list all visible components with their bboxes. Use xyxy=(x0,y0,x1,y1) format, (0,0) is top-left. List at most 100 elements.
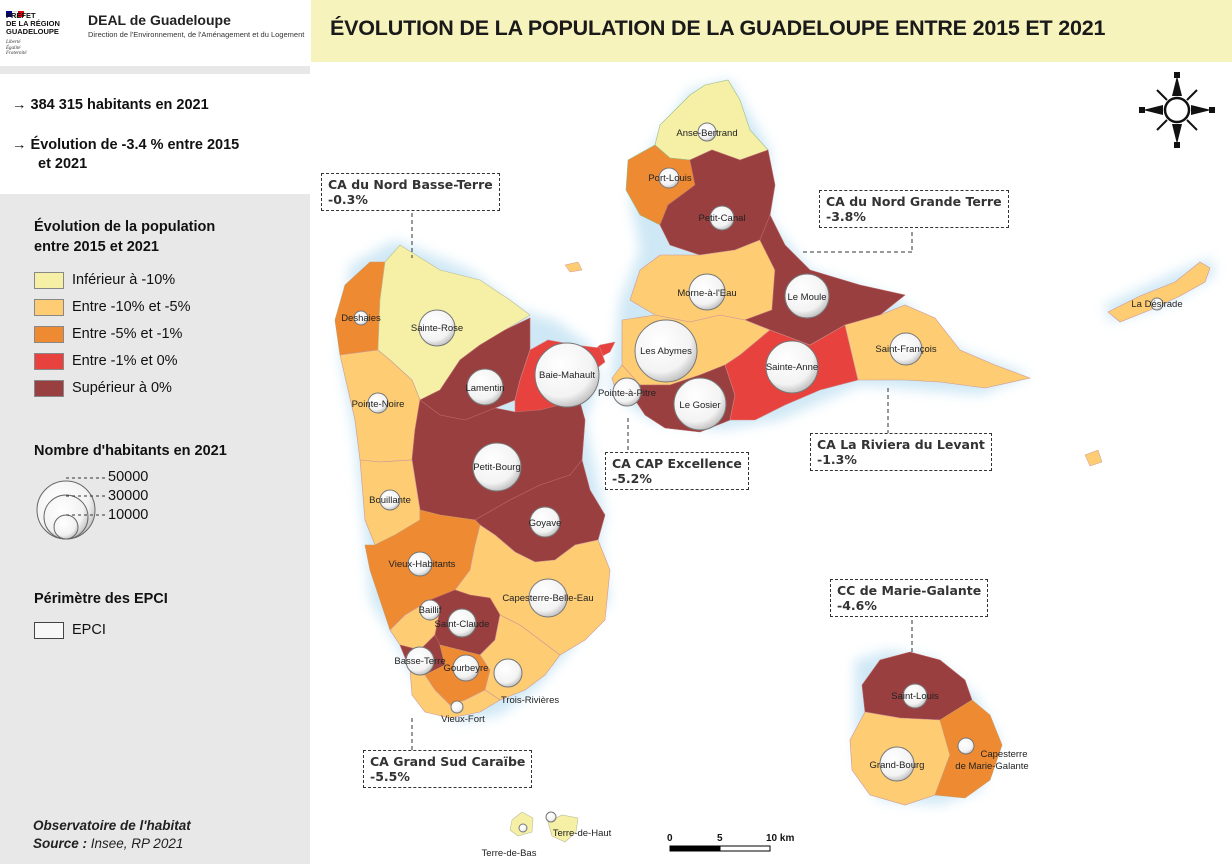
source-value: Insee, RP 2021 xyxy=(90,836,184,851)
bubble xyxy=(407,551,433,577)
devise-line: Égalité xyxy=(6,45,21,51)
label-baie-mahault: Baie-Mahault xyxy=(539,370,595,381)
epci-name: CC de Marie-Galante xyxy=(837,583,982,598)
legend-swatch-1-0 xyxy=(34,353,64,370)
prefet-line: DE LA RÉGION xyxy=(6,19,60,28)
label-morne-a-l-eau: Morne-à-l'Eau xyxy=(677,288,736,299)
epci-value: -5.2% xyxy=(612,471,652,486)
prefet-line: PRÉFET xyxy=(6,11,36,20)
scale-label-5: 5 xyxy=(717,833,723,844)
bubble xyxy=(612,377,642,407)
label-petit-bourg: Petit-Bourg xyxy=(473,462,521,473)
label-trois-rivieres: Trois-Rivières xyxy=(501,695,559,706)
bubble xyxy=(405,646,435,676)
label-sainte-rose: Sainte-Rose xyxy=(411,323,463,334)
evolution-stat: → Évolution de -3.4 % entre 2015 et 2021 xyxy=(12,136,272,174)
bubble xyxy=(534,342,600,408)
legend-label-inf-10: Inférieur à -10% xyxy=(72,272,176,288)
label-terre-de-haut: Terre-de-Haut xyxy=(553,828,612,839)
bubble xyxy=(697,122,717,142)
scale-label-0: 0 xyxy=(667,833,673,844)
label-lamentin: Lamentin xyxy=(465,383,504,394)
label-grand-bourg: Grand-Bourg xyxy=(870,760,925,771)
bubble xyxy=(452,654,480,682)
legend-swatch-epci xyxy=(34,622,64,639)
epci-leader-lines xyxy=(411,213,913,750)
legend-label-epci: EPCI xyxy=(72,622,106,638)
epci-box-cap-excellence: CA CAP Excellence -5.2% xyxy=(605,452,749,490)
bubble xyxy=(447,608,477,638)
bubble xyxy=(688,273,726,311)
epci-box-marie-galante: CC de Marie-Galante -4.6% xyxy=(830,579,989,617)
bubble xyxy=(466,368,504,406)
evolution-stat-line1: → Évolution de -3.4 % entre 2015 xyxy=(12,137,240,153)
legend-epci-title: Périmètre des EPCI xyxy=(34,591,168,607)
marianne-flag-icon xyxy=(6,4,24,17)
devise-line: Fraternité xyxy=(6,51,27,56)
devise-text: Liberté Égalité Fraternité xyxy=(6,40,27,57)
bubble xyxy=(450,700,464,714)
bubble xyxy=(472,442,522,492)
bubble xyxy=(545,811,557,823)
commune-deshaies xyxy=(334,261,386,356)
label-deshaies: Deshaies xyxy=(341,313,381,324)
prefet-line: GUADELOUPE xyxy=(6,27,59,36)
bubble xyxy=(353,310,369,326)
epci-name: CA La Riviera du Levant xyxy=(817,437,985,452)
label-pointe-noire: Pointe-Noire xyxy=(352,399,405,410)
label-anse-bertrand: Anse-Bertrand xyxy=(676,128,737,139)
commune-labels: Anse-Bertrand Port-Louis Petit-Canal Mor… xyxy=(341,128,1182,859)
label-port-louis: Port-Louis xyxy=(648,173,692,184)
commune-vieux-fort xyxy=(409,669,501,719)
scale-segment xyxy=(719,845,771,852)
bubble xyxy=(529,506,561,538)
evolution-stat-line2: et 2021 xyxy=(38,156,88,172)
bubble xyxy=(765,340,819,394)
legend-swatch-10-5 xyxy=(34,299,64,316)
legend-panel xyxy=(0,66,310,864)
label-basse-terre: Basse-Terre xyxy=(394,656,445,667)
islet xyxy=(1084,449,1103,467)
label-capesterre-mg-line1: Capesterre xyxy=(981,749,1028,760)
epci-name: CA CAP Excellence xyxy=(612,456,742,471)
label-goyave: Goyave xyxy=(529,518,562,529)
bubble xyxy=(518,823,528,833)
legend-swatch-sup-0 xyxy=(34,380,64,397)
prefet-logo-text: PRÉFET DE LA RÉGION GUADELOUPE xyxy=(6,12,60,36)
label-gourbeyre: Gourbeyre xyxy=(444,663,489,674)
epci-value: -4.6% xyxy=(837,598,877,613)
legend-label-5-1: Entre -5% et -1% xyxy=(72,326,183,342)
epci-value: -3.8% xyxy=(826,209,866,224)
bubble xyxy=(418,309,456,347)
observatoire-label: Observatoire de l'habitat xyxy=(33,818,191,833)
legend-size-title: Nombre d'habitants en 2021 xyxy=(34,443,227,459)
epci-box-nord-basse-terre: CA du Nord Basse-Terre -0.3% xyxy=(321,173,500,211)
bubble xyxy=(957,737,975,755)
scale-outline xyxy=(669,845,771,852)
commune-terre-de-haut xyxy=(547,814,579,843)
population-stat: → 384 315 habitants en 2021 xyxy=(12,97,209,113)
population-bubbles xyxy=(353,122,1164,833)
epci-box-grand-sud-caraibe: CA Grand Sud Caraïbe -5.5% xyxy=(363,750,533,788)
label-terre-de-bas: Terre-de-Bas xyxy=(482,848,537,859)
label-la-desirade: La Désirade xyxy=(1131,299,1182,310)
header-logos: PRÉFET DE LA RÉGION GUADELOUPE Liberté É… xyxy=(0,0,310,66)
bubble xyxy=(528,578,568,618)
source-label: Source : xyxy=(33,836,88,851)
bubble xyxy=(634,319,698,383)
label-le-moule: Le Moule xyxy=(787,292,826,303)
label-saint-louis: Saint-Louis xyxy=(891,691,939,702)
label-pointe-a-pitre: Pointe-à-Pitre xyxy=(598,388,656,399)
label-bouillante: Bouillante xyxy=(369,495,411,506)
label-capesterre-belle-eau: Capesterre-Belle-Eau xyxy=(502,593,593,604)
commune-la-desirade xyxy=(1107,261,1211,323)
proportional-circles-icon xyxy=(36,477,106,540)
epci-box-riviera-du-levant: CA La Riviera du Levant -1.3% xyxy=(810,433,992,471)
label-vieux-fort: Vieux-Fort xyxy=(441,714,485,725)
scale-label-10: 10 km xyxy=(766,833,794,844)
label-sainte-anne: Sainte-Anne xyxy=(766,362,818,373)
bubble xyxy=(889,332,923,366)
source-line: Source : Insee, RP 2021 xyxy=(33,836,183,851)
epci-value: -1.3% xyxy=(817,452,857,467)
commune-saint-francois xyxy=(844,304,1032,389)
